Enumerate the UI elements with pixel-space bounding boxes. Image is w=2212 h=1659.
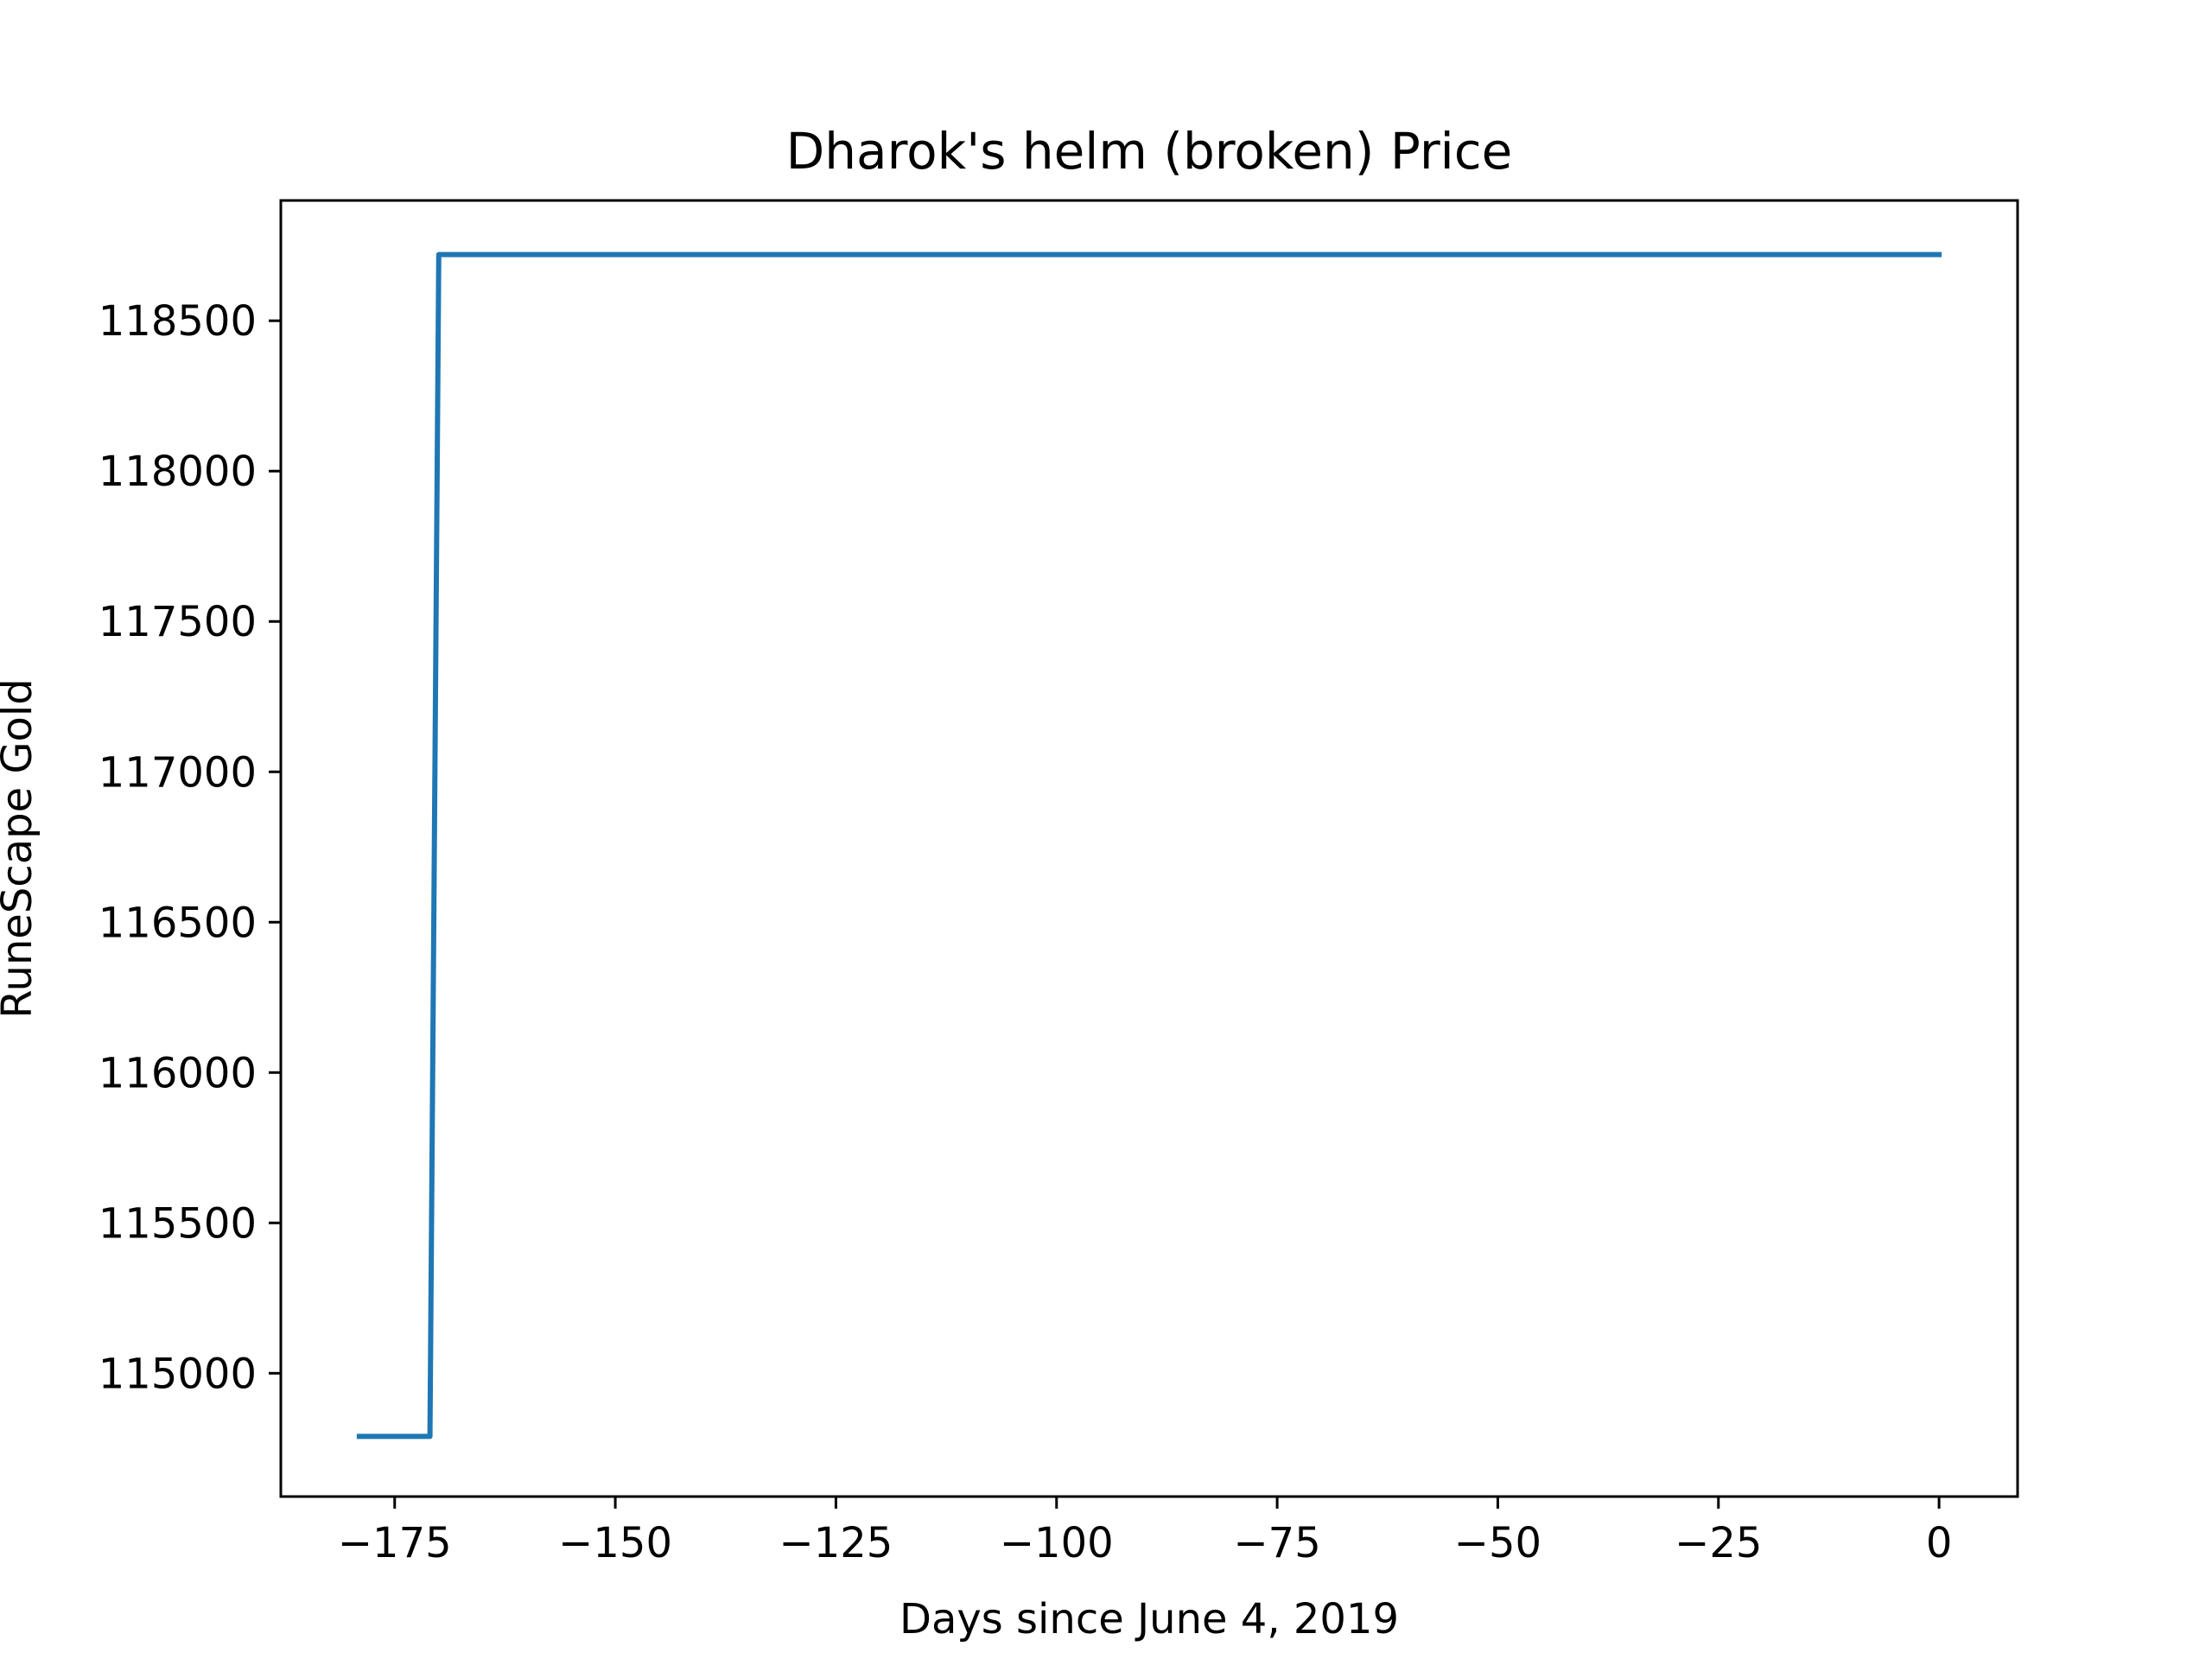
series-line-0 xyxy=(356,251,1942,1440)
y-tick-label: 115000 xyxy=(99,1350,257,1398)
y-tick-label: 118500 xyxy=(99,297,257,346)
x-tick-label: −150 xyxy=(558,1519,672,1567)
y-tick-label: 116000 xyxy=(99,1049,257,1097)
y-tick-label: 117000 xyxy=(99,748,257,797)
series-layer xyxy=(356,251,1942,1440)
y-tick-label: 115500 xyxy=(99,1199,257,1248)
y-tick-label: 118000 xyxy=(99,448,257,496)
x-tick-label: −175 xyxy=(338,1519,452,1567)
x-tick-label: −50 xyxy=(1454,1519,1541,1567)
axis-ticks: −175 −150 −125 −100 −75 −50 −25 0 115000 115500 11… xyxy=(99,297,1953,1567)
x-tick-label: −25 xyxy=(1675,1519,1762,1567)
x-tick-label: −100 xyxy=(1000,1519,1114,1567)
y-tick-label: 117500 xyxy=(99,598,257,646)
x-axis-label: Days since June 4, 2019 xyxy=(899,1595,1399,1643)
chart-title: Dharok's helm (broken) Price xyxy=(786,122,1513,181)
x-tick-label: −125 xyxy=(779,1519,893,1567)
plot-area xyxy=(281,200,2018,1497)
plot-frame xyxy=(279,199,2019,1498)
x-tick-label: 0 xyxy=(1926,1519,1953,1567)
y-tick-label: 116500 xyxy=(99,899,257,947)
x-tick-label: −75 xyxy=(1233,1519,1320,1567)
y-axis-label: RuneScape Gold xyxy=(0,678,41,1018)
